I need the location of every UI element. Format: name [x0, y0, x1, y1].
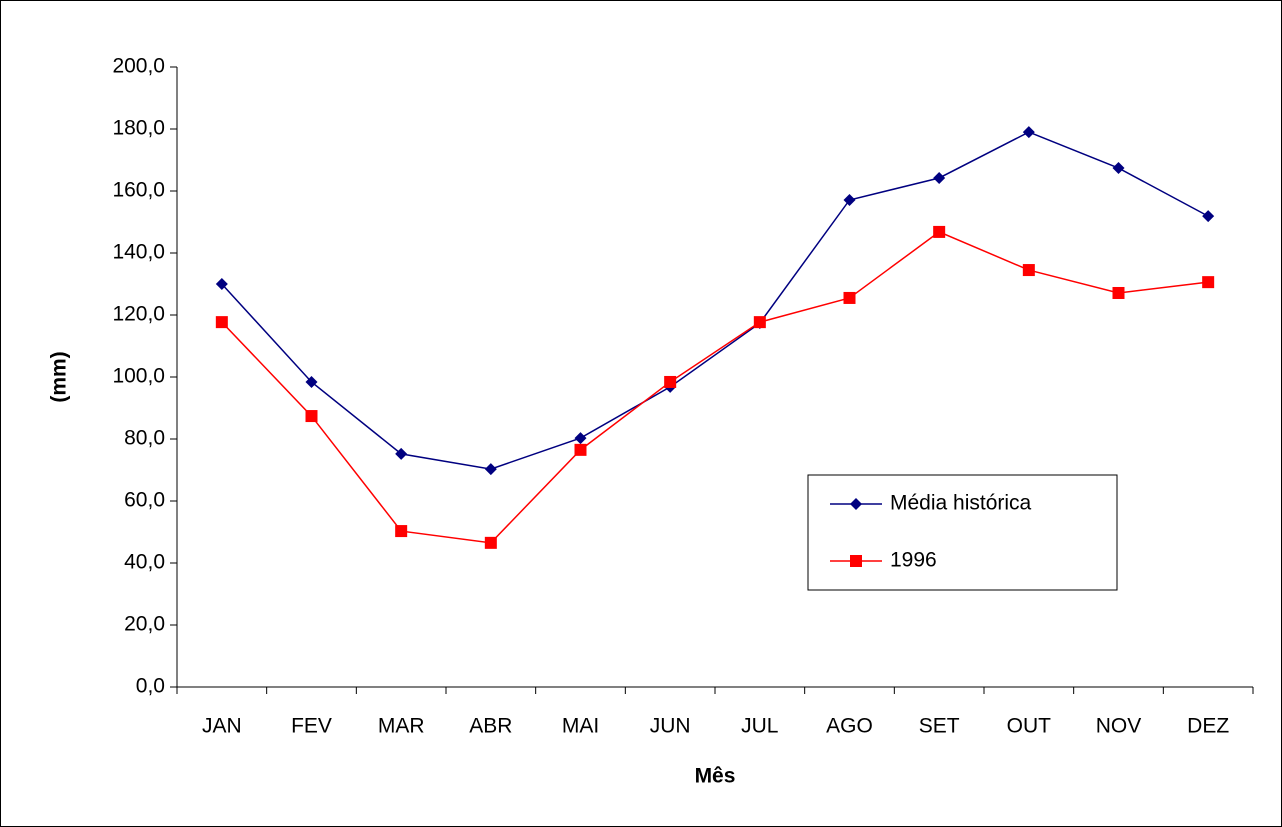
x-tick-label: JAN: [202, 715, 242, 738]
x-tick-label: MAR: [378, 715, 425, 738]
y-tick-label: 60,0: [124, 489, 165, 512]
data-point: [1022, 126, 1035, 139]
y-tick-label: 200,0: [112, 55, 165, 78]
y-tick-label: 120,0: [112, 303, 165, 326]
data-point: [395, 525, 408, 538]
x-tick-label: JUL: [741, 715, 778, 738]
data-point: [484, 463, 497, 476]
series-line: [221, 131, 1209, 470]
x-tick-label: MAI: [562, 715, 599, 738]
x-axis-label: Mês: [695, 765, 736, 788]
data-point: [1022, 264, 1035, 277]
legend-marker: [850, 498, 862, 510]
data-point: [933, 225, 946, 238]
data-point: [215, 316, 228, 329]
y-tick-label: 20,0: [124, 613, 165, 636]
legend-label: Média histórica: [890, 492, 1032, 515]
x-tick-label: FEV: [291, 715, 332, 738]
legend-marker: [850, 555, 862, 567]
legend-label: 1996: [890, 549, 937, 572]
x-tick-label: JUN: [650, 715, 691, 738]
data-point: [574, 432, 587, 445]
data-point: [843, 291, 856, 304]
data-point: [1112, 162, 1125, 175]
series-line: [221, 231, 1209, 544]
x-tick-label: NOV: [1096, 715, 1142, 738]
x-tick-label: AGO: [826, 715, 873, 738]
data-point: [753, 316, 766, 329]
data-point: [664, 375, 677, 388]
x-tick-label: ABR: [469, 715, 512, 738]
y-axis-label: (mm): [48, 351, 71, 402]
y-tick-label: 180,0: [112, 117, 165, 140]
y-tick-label: 140,0: [112, 241, 165, 264]
x-tick-label: SET: [919, 715, 960, 738]
data-point: [933, 171, 946, 184]
data-point: [395, 447, 408, 460]
y-tick-label: 40,0: [124, 551, 165, 574]
data-point: [574, 443, 587, 456]
y-tick-label: 0,0: [136, 675, 165, 698]
y-tick-label: 100,0: [112, 365, 165, 388]
data-point: [843, 193, 856, 206]
data-point: [305, 375, 318, 388]
data-point: [484, 536, 497, 549]
x-tick-label: OUT: [1007, 715, 1052, 738]
y-tick-label: 80,0: [124, 427, 165, 450]
data-point: [1202, 210, 1215, 223]
y-tick-label: 160,0: [112, 179, 165, 202]
x-tick-label: DEZ: [1187, 715, 1229, 738]
data-point: [1112, 286, 1125, 299]
legend-box: [807, 474, 1118, 591]
data-point: [215, 278, 228, 290]
data-point: [1202, 276, 1215, 289]
data-point: [305, 410, 318, 423]
